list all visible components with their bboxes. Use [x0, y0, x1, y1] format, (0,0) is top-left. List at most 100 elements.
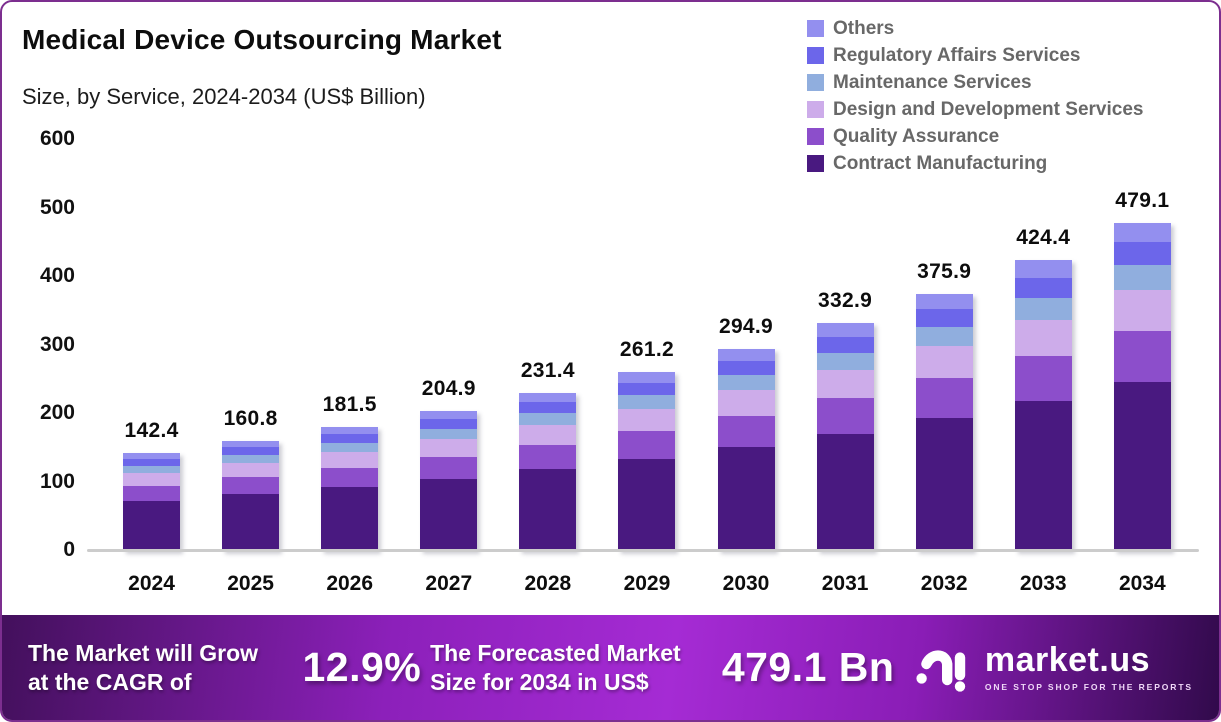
- bar-group-2033: 424.4 2033: [1014, 140, 1072, 595]
- bar-group-2027: 204.9 2027: [420, 140, 478, 595]
- bar-segment-2030-contract-manufacturing: [717, 446, 775, 551]
- bar-segment-2025-quality-assurance: [222, 477, 280, 495]
- legend-label: Others: [833, 17, 895, 39]
- legend-item-5: Contract Manufacturing: [807, 150, 1143, 177]
- bar-segment-2033-quality-assurance: [1014, 356, 1072, 402]
- chart-subtitle: Size, by Service, 2024-2034 (US$ Billion…: [22, 84, 426, 109]
- bar-stack-2032: [915, 293, 973, 551]
- bar-segment-2027-design-and-development-services: [420, 439, 478, 457]
- bar-value-label-2030: 294.9: [718, 315, 774, 338]
- bar-group-2025: 160.8 2025: [222, 140, 280, 595]
- bar-segment-2024-maintenance-services: [123, 466, 181, 474]
- legend-item-0: Others: [807, 15, 1143, 42]
- y-tick-label-200: 200: [39, 401, 75, 424]
- bar-segment-2034-regulatory-affairs-services: [1113, 242, 1171, 266]
- bar-segment-2027-contract-manufacturing: [420, 478, 478, 551]
- bar-segment-2029-design-and-development-services: [618, 408, 676, 432]
- bar-segment-2029-contract-manufacturing: [618, 458, 676, 551]
- brand-tagline: ONE STOP SHOP FOR THE REPORTS: [984, 682, 1193, 692]
- legend-label: Quality Assurance: [833, 125, 1000, 147]
- brand-logo: market.us ONE STOP SHOP FOR THE REPORTS: [915, 640, 1193, 696]
- bar-group-2026: 181.5 2026: [321, 140, 379, 595]
- bar-segment-2034-maintenance-services: [1113, 265, 1171, 290]
- bar-segment-2029-others: [618, 372, 676, 383]
- bar-segment-2032-others: [915, 293, 973, 309]
- legend-swatch-icon: [807, 101, 824, 118]
- bar-segment-2034-others: [1113, 222, 1171, 243]
- y-tick-label-400: 400: [39, 264, 75, 287]
- bar-segment-2027-others: [420, 410, 478, 420]
- legend-label: Regulatory Affairs Services: [833, 44, 1081, 66]
- bar-segment-2030-quality-assurance: [717, 415, 775, 447]
- bar-segment-2030-design-and-development-services: [717, 390, 775, 416]
- cagr-value: 12.9%: [302, 644, 422, 690]
- bar-segment-2028-design-and-development-services: [519, 425, 577, 445]
- bar-segment-2024-quality-assurance: [123, 485, 181, 501]
- legend-label: Maintenance Services: [833, 71, 1032, 93]
- x-axis-baseline: [87, 549, 1199, 552]
- x-tick-label-2033: 2033: [1019, 572, 1067, 595]
- bar-stack-2027: [420, 410, 478, 551]
- bar-value-label-2032: 375.9: [917, 259, 972, 283]
- legend-item-3: Design and Development Services: [807, 96, 1143, 123]
- bar-value-label-2026: 181.5: [322, 392, 377, 416]
- y-tick-label-100: 100: [39, 469, 75, 493]
- bar-segment-2025-contract-manufacturing: [222, 494, 280, 551]
- legend-item-1: Regulatory Affairs Services: [807, 42, 1143, 69]
- bar-segment-2028-regulatory-affairs-services: [519, 402, 577, 414]
- bar-stack-2030: [717, 349, 775, 551]
- brand-name: market.us: [984, 641, 1150, 679]
- y-tick-label-600: 600: [39, 127, 75, 150]
- bar-group-2034: 479.1 2034: [1113, 140, 1171, 595]
- x-tick-label-2034: 2034: [1118, 572, 1166, 595]
- bar-segment-2033-maintenance-services: [1014, 298, 1072, 320]
- x-tick-label-2024: 2024: [128, 572, 175, 595]
- bar-value-label-2031: 332.9: [818, 288, 873, 312]
- bar-stack-2034: [1113, 222, 1171, 551]
- x-tick-label-2031: 2031: [821, 572, 869, 595]
- bar-segment-2027-maintenance-services: [420, 428, 478, 440]
- bar-segment-2034-design-and-development-services: [1113, 290, 1171, 332]
- bar-segment-2032-maintenance-services: [915, 326, 973, 347]
- bar-segment-2024-regulatory-affairs-services: [123, 459, 181, 467]
- bar-segment-2033-contract-manufacturing: [1014, 401, 1072, 551]
- legend-item-2: Maintenance Services: [807, 69, 1143, 96]
- bar-segment-2034-contract-manufacturing: [1113, 381, 1171, 551]
- bar-segment-2026-maintenance-services: [321, 442, 379, 453]
- y-tick-label-500: 500: [39, 195, 75, 219]
- page-title: Medical Device Outsourcing Market: [22, 24, 502, 55]
- bar-segment-2026-design-and-development-services: [321, 452, 379, 468]
- bar-segment-2029-regulatory-affairs-services: [618, 382, 676, 396]
- x-tick-label-2032: 2032: [920, 572, 968, 595]
- bar-segment-2026-contract-manufacturing: [321, 486, 379, 551]
- bar-segment-2030-regulatory-affairs-services: [717, 361, 775, 376]
- bar-segment-2031-quality-assurance: [816, 398, 874, 434]
- market-us-logo-icon: [916, 649, 966, 692]
- forecast-value: 479.1 Bn: [721, 644, 895, 690]
- legend-swatch-icon: [807, 74, 824, 91]
- bar-group-2024: 142.4 2024: [123, 140, 181, 595]
- x-tick-label-2027: 2027: [425, 572, 473, 595]
- bar-segment-2025-regulatory-affairs-services: [222, 447, 280, 456]
- bar-segment-2025-design-and-development-services: [222, 463, 280, 478]
- bar-segment-2028-maintenance-services: [519, 413, 577, 426]
- bar-segment-2032-contract-manufacturing: [915, 418, 973, 551]
- legend-swatch-icon: [807, 128, 824, 145]
- plot-area: 142.4 2024 160.8 2025 181.5 2026 204.9 2027 231.…: [102, 140, 1192, 595]
- bar-stack-2028: [519, 392, 577, 552]
- bar-segment-2027-quality-assurance: [420, 456, 478, 479]
- bar-segment-2031-contract-manufacturing: [816, 433, 874, 551]
- bar-segment-2034-quality-assurance: [1113, 331, 1171, 382]
- x-tick-label-2028: 2028: [524, 572, 572, 595]
- bar-segment-2033-regulatory-affairs-services: [1014, 277, 1072, 299]
- bar-group-2029: 261.2 2029: [618, 140, 676, 595]
- bar-segment-2032-design-and-development-services: [915, 346, 973, 379]
- bar-segment-2028-contract-manufacturing: [519, 469, 577, 551]
- bar-group-2030: 294.9 2030: [717, 140, 775, 595]
- bar-segment-2029-quality-assurance: [618, 431, 676, 459]
- bar-segment-2031-regulatory-affairs-services: [816, 336, 874, 353]
- legend-label: Contract Manufacturing: [833, 152, 1048, 174]
- bar-group-2032: 375.9 2032: [915, 140, 973, 595]
- legend-item-4: Quality Assurance: [807, 123, 1143, 150]
- bar-value-label-2027: 204.9: [421, 376, 476, 400]
